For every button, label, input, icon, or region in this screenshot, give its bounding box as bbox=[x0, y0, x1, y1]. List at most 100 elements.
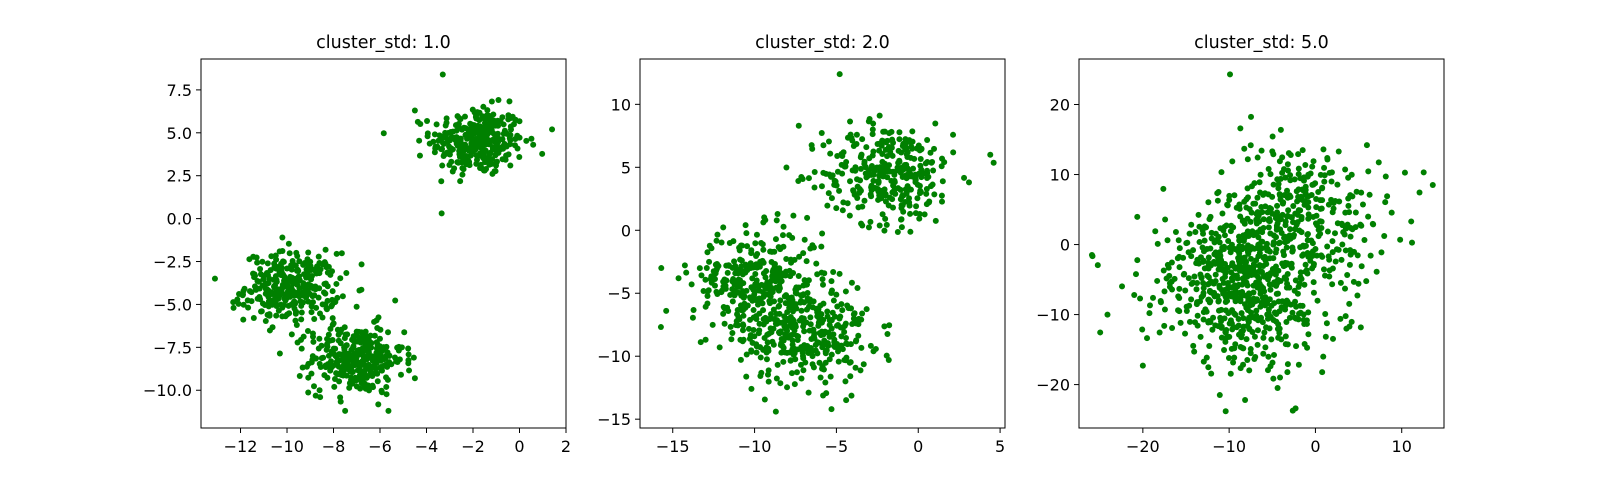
data-point bbox=[1211, 251, 1218, 258]
data-point bbox=[1388, 209, 1395, 216]
data-point bbox=[798, 315, 805, 321]
data-point bbox=[918, 146, 925, 153]
data-point bbox=[818, 183, 825, 190]
data-point bbox=[1156, 329, 1163, 336]
data-point bbox=[1351, 248, 1358, 255]
data-point bbox=[1309, 163, 1316, 170]
data-point bbox=[549, 126, 556, 133]
data-point bbox=[1180, 254, 1187, 261]
data-point bbox=[1134, 213, 1141, 220]
data-point bbox=[474, 156, 481, 163]
data-point bbox=[1203, 354, 1210, 361]
data-point bbox=[1352, 209, 1359, 216]
data-point bbox=[824, 202, 831, 209]
data-point bbox=[1289, 309, 1296, 316]
data-point bbox=[1239, 243, 1246, 250]
data-point bbox=[1164, 261, 1171, 268]
data-point bbox=[866, 115, 873, 122]
data-point bbox=[1309, 248, 1316, 255]
data-point bbox=[763, 285, 770, 292]
data-point bbox=[824, 308, 831, 315]
data-point bbox=[451, 165, 458, 172]
data-point bbox=[1298, 216, 1305, 223]
data-point bbox=[1251, 356, 1258, 362]
data-point bbox=[321, 281, 328, 288]
data-point bbox=[1310, 213, 1317, 220]
data-point bbox=[246, 256, 253, 263]
data-point bbox=[1239, 281, 1246, 288]
data-point bbox=[443, 115, 450, 122]
data-point bbox=[468, 127, 475, 134]
data-point bbox=[1139, 326, 1146, 333]
data-point bbox=[1248, 113, 1255, 120]
data-point bbox=[789, 337, 796, 344]
y-tick-label: −10 bbox=[1036, 306, 1070, 325]
y-tick-label: −20 bbox=[1036, 376, 1070, 395]
data-point bbox=[1353, 188, 1360, 195]
x-tick-label: −2 bbox=[461, 437, 485, 456]
data-point bbox=[1325, 201, 1332, 208]
data-point bbox=[828, 278, 835, 285]
data-point bbox=[1227, 370, 1234, 377]
data-point bbox=[765, 371, 771, 378]
data-point bbox=[1265, 306, 1272, 313]
data-point bbox=[1194, 312, 1201, 319]
data-point bbox=[1176, 285, 1183, 292]
data-point bbox=[875, 177, 882, 184]
subplot-title: cluster_std: 5.0 bbox=[1194, 33, 1329, 53]
data-point bbox=[784, 384, 791, 391]
data-point bbox=[740, 312, 747, 319]
y-axis: −10.0 −7.5 −5.0 −2.5 0.0 2.5 5.0 7.5 bbox=[143, 81, 201, 400]
data-point bbox=[230, 304, 237, 311]
x-tick-label: 5 bbox=[995, 437, 1005, 456]
data-point bbox=[1304, 231, 1311, 238]
data-point bbox=[1321, 178, 1328, 185]
data-point bbox=[1238, 310, 1245, 317]
data-point bbox=[1235, 257, 1242, 264]
subplot-3: cluster_std: 5.0 −20 −10 0 10 −20 −10 0 10 20 bbox=[1036, 33, 1445, 456]
data-point bbox=[724, 269, 731, 276]
data-point bbox=[298, 302, 305, 309]
data-point bbox=[316, 387, 323, 394]
data-point bbox=[1227, 317, 1234, 324]
data-point bbox=[462, 125, 469, 132]
data-point bbox=[1310, 279, 1317, 286]
data-point bbox=[259, 258, 266, 265]
data-point bbox=[530, 141, 537, 148]
data-point bbox=[1330, 205, 1337, 212]
data-point bbox=[1416, 189, 1423, 196]
data-point bbox=[806, 327, 813, 334]
data-point bbox=[882, 215, 889, 222]
data-point bbox=[1256, 218, 1263, 225]
data-point bbox=[1186, 302, 1193, 309]
data-point bbox=[324, 336, 331, 343]
data-point bbox=[396, 356, 403, 363]
data-point bbox=[361, 353, 368, 360]
data-point bbox=[281, 301, 288, 308]
data-point bbox=[1258, 314, 1265, 321]
data-point bbox=[1273, 234, 1279, 241]
data-point bbox=[424, 130, 431, 137]
data-point bbox=[359, 329, 366, 336]
data-point bbox=[1347, 233, 1354, 240]
data-point bbox=[741, 300, 748, 307]
data-point bbox=[760, 346, 767, 353]
data-point bbox=[742, 222, 749, 229]
data-point bbox=[1283, 244, 1290, 251]
data-point bbox=[1284, 341, 1291, 348]
data-point bbox=[358, 348, 365, 355]
data-point bbox=[898, 149, 905, 156]
data-point bbox=[322, 290, 329, 297]
data-point bbox=[1261, 273, 1268, 280]
data-point bbox=[241, 285, 248, 292]
data-point bbox=[1166, 272, 1173, 279]
data-point bbox=[1176, 294, 1183, 301]
data-point bbox=[1289, 248, 1296, 255]
data-point bbox=[305, 249, 312, 256]
data-point bbox=[503, 152, 510, 159]
data-point bbox=[1273, 226, 1280, 233]
x-tick-label: 2 bbox=[561, 437, 571, 456]
data-point bbox=[298, 316, 305, 323]
data-point bbox=[713, 237, 720, 244]
data-point bbox=[807, 321, 814, 328]
